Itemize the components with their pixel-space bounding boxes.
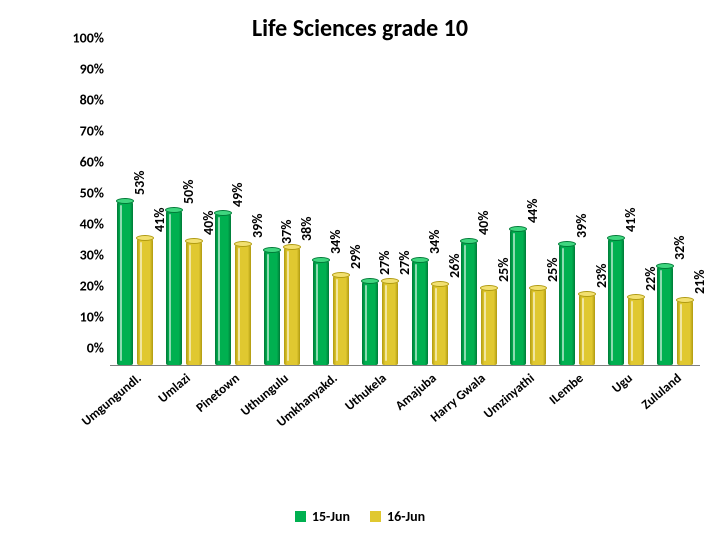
column-group: 44%25% [503,55,552,365]
series1-column: 44% [510,55,526,365]
y-tick-label: 0% [87,340,104,357]
series1-column: 32% [657,55,673,365]
x-tick-label: Ugu [610,371,636,396]
y-tick-label: 90% [80,61,104,78]
x-tick-label: ILembe [547,371,587,408]
series2-column: 38% [284,55,300,365]
y-tick-label: 40% [80,216,104,233]
column-group: 34%26% [405,55,454,365]
y-tick-label: 50% [80,185,104,202]
column-group: 49%39% [208,55,257,365]
series1-column: 37% [264,55,280,365]
series1-column: 39% [559,55,575,365]
y-tick-label: 20% [80,278,104,295]
series1-column: 50% [166,55,182,365]
legend-item: 15-Jun [295,508,350,525]
series2-column: 26% [432,55,448,365]
column-group: 53%41% [110,55,159,365]
y-tick-label: 30% [80,247,104,264]
series2-column: 41% [137,55,153,365]
series2-column: 21% [677,55,693,365]
x-tick-label: Zululand [639,371,685,413]
legend-label: 15-Jun [312,508,350,525]
series2-column: 23% [579,55,595,365]
column-group: 37%38% [258,55,307,365]
series2-column: 39% [235,55,251,365]
y-tick-label: 80% [80,92,104,109]
y-tick-label: 60% [80,154,104,171]
column-group: 40%25% [454,55,503,365]
series1-column: 27% [362,55,378,365]
x-tick-label: Umgungundl. [79,371,145,429]
y-axis: 0%10%20%30%40%50%60%70%80%90%100% [55,55,110,365]
series2-column: 29% [333,55,349,365]
x-tick-label: Pinetown [193,371,242,416]
legend-swatch [370,511,381,522]
legend-item: 16-Jun [370,508,425,525]
x-tick-label: Umzinyathi [481,371,537,422]
series1-column: 40% [461,55,477,365]
x-axis: Umgungundl.UmlaziPinetownUthunguluUmkhan… [110,365,700,485]
plot-area: 53%41%50%40%49%39%37%38%34%29%27%27%34%2… [110,55,700,365]
series2-column: 27% [382,55,398,365]
column-group: 39%23% [553,55,602,365]
legend-label: 16-Jun [387,508,425,525]
y-tick-label: 70% [80,123,104,140]
series2-column: 25% [481,55,497,365]
y-tick-label: 100% [73,30,105,47]
legend: 15-Jun 16-Jun [0,508,720,526]
legend-swatch [295,511,306,522]
column-group: 32%21% [651,55,700,365]
series1-column: 53% [117,55,133,365]
series2-column: 25% [530,55,546,365]
column-group: 27%27% [356,55,405,365]
y-tick-label: 10% [80,309,104,326]
series1-column: 34% [412,55,428,365]
series2-column: 40% [186,55,202,365]
series2-column: 22% [628,55,644,365]
series1-column: 49% [215,55,231,365]
series1-column: 34% [313,55,329,365]
x-tick-label: Uthukela [343,371,390,414]
data-label: 21% [691,269,708,293]
column-group: 50%40% [159,55,208,365]
column-group: 41%22% [602,55,651,365]
chart-title: Life Sciences grade 10 [0,14,720,43]
x-tick-label: Amajuba [392,371,439,414]
column-group: 34%29% [307,55,356,365]
x-tick-label: Umlazi [155,371,193,406]
series1-column: 41% [608,55,624,365]
